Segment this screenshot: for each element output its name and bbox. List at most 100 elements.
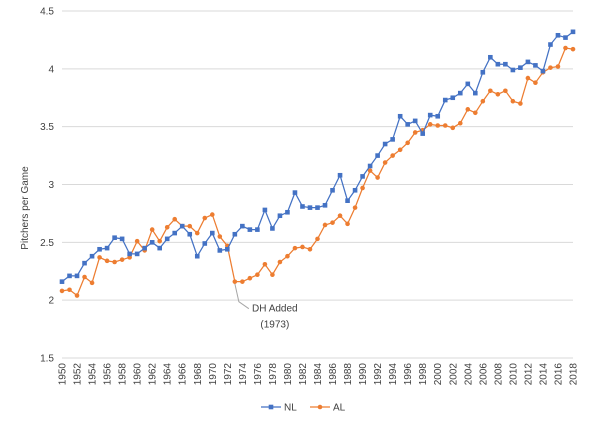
data-point-al	[67, 287, 72, 293]
x-tick-label: 1998	[418, 363, 429, 386]
x-tick-label: 1978	[268, 363, 279, 386]
data-point-nl	[134, 251, 140, 257]
data-point-nl	[202, 241, 208, 246]
x-tick-label: 1960	[133, 363, 144, 386]
data-point-al	[375, 175, 380, 180]
x-tick-label: 1994	[388, 363, 399, 386]
x-tick-label: 1968	[193, 363, 204, 386]
data-point-nl	[442, 97, 448, 103]
x-tick-label: 1958	[118, 363, 129, 386]
x-axis-tick-labels: 1950 1952 1954 1956 1958 1960 1962 1964 1966 1968…	[58, 363, 580, 386]
data-point-al	[405, 140, 410, 146]
data-point-nl	[480, 70, 486, 75]
series-al	[59, 45, 576, 298]
y-tick-label: 4	[48, 64, 54, 75]
data-point-nl	[172, 230, 178, 236]
data-point-al	[127, 255, 132, 260]
y-tick-label: 3.5	[40, 122, 54, 133]
data-point-nl	[457, 90, 463, 96]
x-tick-label: 1972	[223, 363, 234, 386]
data-point-al	[352, 205, 358, 210]
y-tick-label: 3	[48, 180, 54, 191]
y-axis-title: Pitchers per Game	[20, 166, 31, 250]
data-point-nl	[127, 251, 132, 257]
data-point-nl	[59, 279, 65, 284]
data-point-nl	[563, 35, 568, 40]
x-tick-label: 1976	[253, 363, 264, 386]
data-point-al	[149, 227, 155, 232]
x-tick-label: 1950	[58, 363, 69, 386]
data-point-al	[322, 222, 328, 228]
x-tick-label: 2010	[508, 363, 519, 386]
data-point-nl	[119, 236, 125, 242]
data-point-al	[247, 275, 253, 281]
data-point-nl	[277, 213, 283, 219]
data-point-nl	[450, 95, 456, 101]
data-point-nl	[157, 245, 162, 251]
x-tick-label: 1996	[403, 363, 414, 386]
data-point-nl	[427, 112, 433, 118]
x-tick-label: 2012	[523, 363, 534, 386]
data-point-nl	[405, 122, 410, 127]
x-tick-label: 1954	[88, 363, 99, 386]
data-point-nl	[232, 231, 238, 237]
data-point-al	[262, 262, 268, 267]
data-point-nl	[375, 153, 380, 158]
x-tick-label: 2002	[448, 363, 459, 386]
data-point-nl	[292, 190, 298, 195]
data-point-al	[412, 130, 418, 135]
data-point-al	[89, 280, 95, 286]
data-point-nl	[382, 141, 388, 147]
data-point-al	[119, 257, 125, 262]
data-point-al	[427, 122, 433, 127]
data-point-nl	[217, 248, 223, 253]
data-point-nl	[548, 42, 553, 47]
data-point-al	[360, 185, 365, 191]
x-tick-label: 2016	[553, 363, 564, 386]
x-tick-label: 1986	[328, 363, 339, 386]
legend-marker	[317, 404, 323, 410]
data-point-nl	[149, 240, 155, 245]
legend-item-nl: NL	[261, 403, 297, 414]
data-point-al	[307, 246, 313, 252]
data-point-nl	[488, 54, 493, 60]
legend: NL AL	[261, 403, 346, 414]
data-point-al	[104, 258, 110, 264]
data-point-al	[97, 255, 102, 260]
annotation-text: (1973)	[260, 320, 289, 331]
data-point-nl	[495, 61, 501, 67]
data-point-al	[240, 279, 245, 284]
data-point-al	[337, 213, 343, 219]
data-point-al	[345, 221, 350, 227]
data-point-al	[457, 120, 463, 126]
data-point-nl	[142, 245, 147, 251]
data-point-nl	[225, 246, 230, 252]
data-point-al	[74, 293, 80, 298]
data-point-nl	[89, 253, 95, 259]
data-point-nl	[97, 246, 102, 252]
series-nl	[59, 29, 576, 284]
data-point-al	[555, 64, 561, 69]
data-point-nl	[82, 260, 87, 266]
data-point-al	[465, 107, 471, 112]
y-tick-label: 2.5	[40, 238, 54, 249]
data-point-nl	[285, 209, 290, 215]
x-tick-label: 2014	[538, 363, 549, 386]
data-point-al	[300, 244, 305, 250]
x-tick-label: 1952	[73, 363, 84, 386]
x-tick-label: 2018	[569, 363, 580, 386]
data-point-al	[270, 272, 275, 278]
data-point-al	[277, 259, 283, 265]
y-axis-tick-labels: 1.5 2 2.5 3 3.5 4 4.5	[40, 7, 54, 365]
data-point-al	[518, 101, 523, 106]
data-point-nl	[307, 205, 313, 210]
data-point-al	[488, 88, 493, 94]
data-point-nl	[570, 29, 576, 35]
dh-added-annotation: DH Added (1973)	[234, 283, 298, 331]
data-point-al	[217, 234, 223, 239]
data-point-nl	[240, 223, 245, 229]
data-point-al	[172, 216, 178, 222]
data-point-al	[450, 125, 456, 131]
data-point-nl	[420, 131, 426, 136]
data-point-nl	[435, 113, 441, 119]
